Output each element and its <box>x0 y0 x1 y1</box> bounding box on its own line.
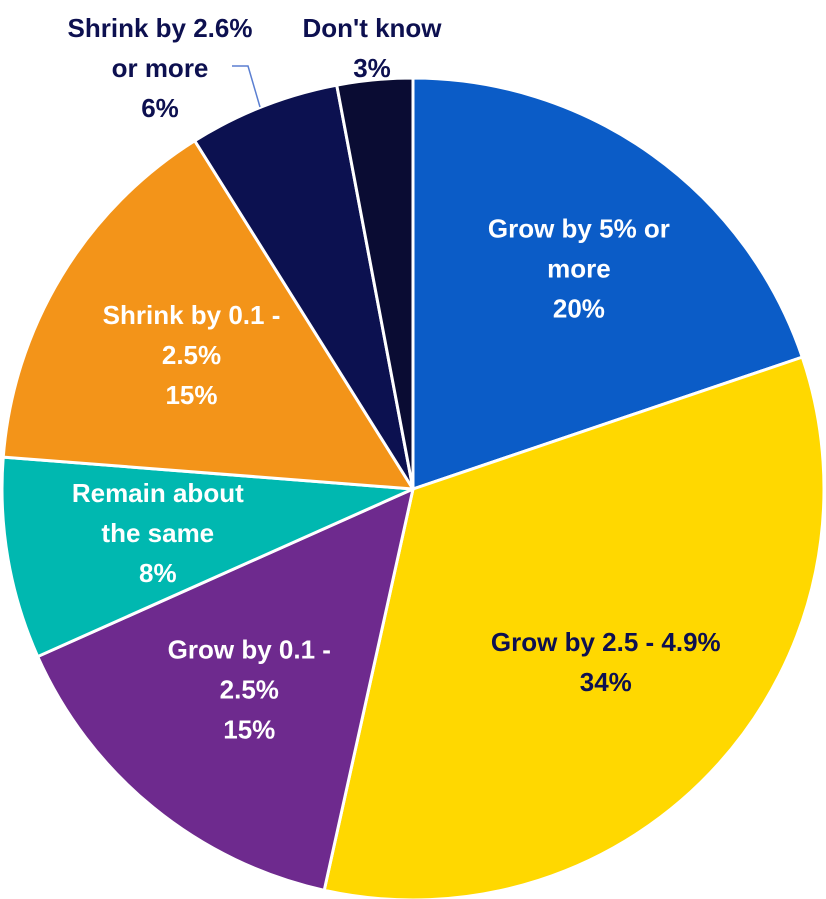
slice-label-2: Grow by 2.5 - 4.9% 34% <box>491 627 721 697</box>
slice-label-text: or more <box>112 53 209 83</box>
slice-value-label: 6% <box>141 93 179 123</box>
slice-label-text: Remain about <box>72 478 244 508</box>
slice-value-label: 20% <box>553 294 605 324</box>
slice-labels: Grow by 5% or more 20% Grow by 2.5 - 4.9% 34… <box>68 13 721 745</box>
slice-label-6: Shrink by 2.6% or more 6% <box>68 13 253 123</box>
slice-value-label: 8% <box>139 558 177 588</box>
pie-slices <box>0 76 826 899</box>
slice-value-label: 34% <box>580 667 632 697</box>
pie-slice-5 <box>1 139 415 491</box>
slice-label-text: Don't know <box>302 13 442 43</box>
slice-label-7: Don't know 3% <box>302 13 442 83</box>
pie-slice-7 <box>335 76 415 491</box>
leader-lines <box>232 65 261 108</box>
pie-slice-4 <box>0 455 415 659</box>
slice-label-text: 2.5% <box>220 675 279 705</box>
slice-label-text: Grow by 0.1 - <box>168 635 331 665</box>
slice-label-text: Shrink by 2.6% <box>68 13 253 43</box>
leader-line-6 <box>232 65 261 108</box>
slice-label-text: 2.5% <box>162 340 221 370</box>
slice-label-text: Shrink by 0.1 - <box>103 300 281 330</box>
pie-slice-6 <box>193 83 415 491</box>
slice-label-text: Grow by 2.5 - 4.9% <box>491 627 721 657</box>
slice-label-text: the same <box>101 518 214 548</box>
slice-value-label: 15% <box>223 715 275 745</box>
slice-label-4: Remain about the same 8% <box>72 478 244 588</box>
slice-label-3: Grow by 0.1 - 2.5% 15% <box>168 635 331 745</box>
slice-label-5: Shrink by 0.1 - 2.5% 15% <box>103 300 281 410</box>
slice-label-text: Grow by 5% or <box>488 214 670 244</box>
slice-value-label: 3% <box>353 53 391 83</box>
pie-slice-1 <box>411 76 804 491</box>
pie-slice-3 <box>36 487 415 892</box>
slice-value-label: 15% <box>165 380 217 410</box>
slice-label-1: Grow by 5% or more 20% <box>488 214 670 324</box>
slice-label-text: more <box>547 254 611 284</box>
